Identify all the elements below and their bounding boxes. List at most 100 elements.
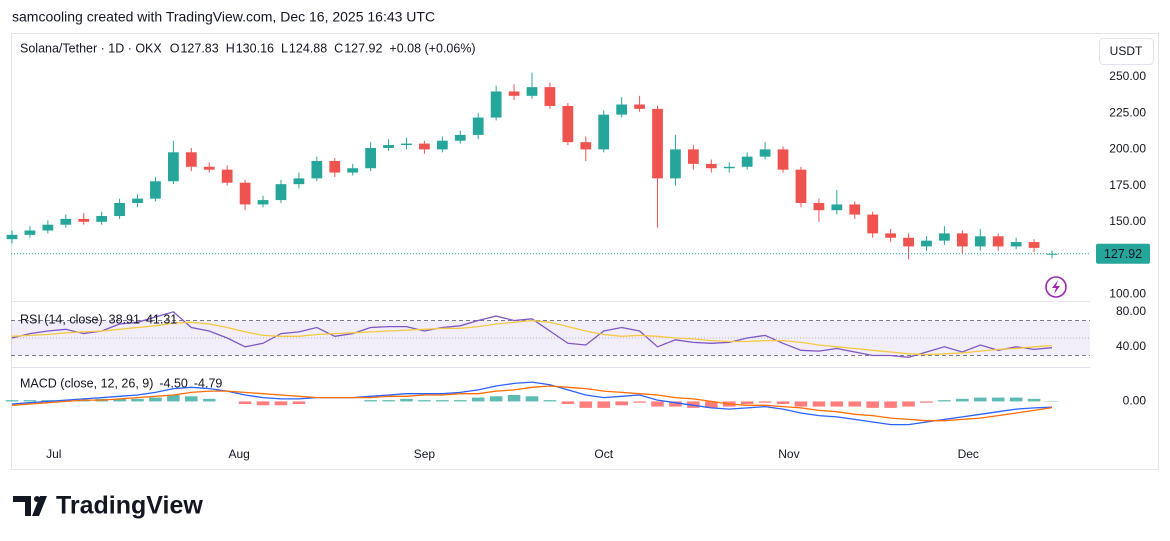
candle-body (813, 202, 825, 211)
histogram-bar (77, 400, 90, 402)
candle-body (670, 149, 681, 179)
histogram-bar (902, 401, 915, 407)
candle-body (96, 216, 108, 222)
candle-body (365, 147, 376, 169)
histogram-bar (238, 401, 252, 404)
candle-body (185, 152, 197, 167)
last-price-box (1096, 243, 1150, 264)
candle-body (472, 117, 484, 135)
histogram-bar (651, 401, 664, 407)
ohlc-label: C (334, 41, 343, 55)
candle-body (867, 214, 879, 234)
histogram-bar (615, 401, 628, 406)
histogram-bar (185, 396, 198, 402)
candle-body (383, 145, 394, 148)
histogram-bar (543, 400, 557, 402)
histogram-bar (418, 400, 431, 402)
candle-body (705, 163, 717, 169)
ohlc-value: 130.16 (236, 41, 274, 55)
histogram-bar (23, 400, 37, 402)
y-tick-label: 0.00 (1123, 394, 1147, 408)
candle-body (956, 233, 968, 247)
histogram-bar (525, 396, 539, 402)
histogram-bar (866, 401, 879, 408)
candle-body (616, 104, 628, 115)
candle-body (974, 236, 986, 247)
histogram-bar (274, 401, 288, 406)
histogram-bar (740, 401, 754, 404)
logo: TradingView (13, 492, 203, 520)
last-price-label: 127.92 (1104, 247, 1142, 261)
histogram-bar (974, 397, 987, 402)
legend-value: 38.91 (109, 312, 140, 326)
candle-body (723, 166, 735, 169)
candle-body (168, 152, 179, 182)
histogram-bar (920, 401, 933, 403)
y-tick-label: 100.00 (1109, 286, 1146, 300)
candle-body (903, 237, 914, 247)
histogram-bar (113, 398, 126, 402)
histogram-bar (1009, 397, 1023, 402)
legend-title: Solana/Tether · 1D · OKX (20, 41, 162, 55)
candle-body (419, 143, 430, 150)
candle-body (257, 200, 269, 205)
candle-body (1010, 242, 1022, 247)
candle-body (921, 240, 932, 247)
histogram-bar (579, 401, 593, 408)
ohlc-label: L (281, 41, 288, 55)
candle-body (454, 134, 466, 141)
candle-body (777, 149, 789, 170)
logo-mark (13, 496, 31, 516)
candle-body (239, 182, 251, 205)
y-tick-label: 150.00 (1109, 214, 1146, 228)
candle-body (401, 143, 412, 146)
change-label: +0.08 (+0.06%) (389, 41, 475, 55)
histogram-bar (991, 397, 1005, 402)
histogram-bar (364, 400, 377, 402)
y-tick-label: 175.00 (1109, 178, 1146, 192)
histogram-bar (131, 398, 144, 402)
histogram-bar (167, 395, 180, 402)
legend-title: RSI (14, close) (20, 312, 103, 326)
candle-body (42, 224, 54, 231)
x-tick-label: Aug (229, 447, 250, 461)
x-tick-label: Jul (46, 447, 61, 461)
histogram-bar (830, 401, 844, 407)
candle-body (436, 140, 448, 150)
histogram-bar (149, 397, 162, 402)
legend-value: 41.31 (146, 312, 177, 326)
histogram-bar (884, 401, 897, 408)
histogram-bar (776, 401, 790, 404)
histogram-bar (633, 401, 646, 403)
chart-frame (11, 33, 1159, 470)
histogram-bar (489, 396, 503, 402)
histogram-bar (938, 400, 951, 402)
legend-title: MACD (close, 12, 26, 9) (20, 376, 153, 390)
histogram-bar (597, 401, 610, 408)
candle-body (203, 166, 215, 170)
candle-body (150, 181, 161, 199)
alert-icon[interactable] (1045, 276, 1067, 298)
candle-body (544, 87, 556, 106)
candle-body (311, 160, 323, 179)
candle-body (939, 233, 950, 241)
currency-button[interactable] (1099, 38, 1154, 65)
candle-body (1028, 242, 1040, 248)
candle-body (741, 156, 753, 167)
x-tick-label: Sep (414, 447, 436, 461)
ohlc-label: O (170, 41, 180, 55)
candle-body (580, 142, 592, 150)
x-tick-label: Oct (594, 447, 613, 461)
series-line (11, 381, 1053, 426)
candle-body (60, 218, 72, 225)
histogram-bar (848, 401, 862, 407)
ohlc-label: H (226, 41, 235, 55)
candle-body (221, 169, 233, 183)
candle-body (992, 236, 1004, 247)
candle-body (114, 202, 125, 217)
ohlc-value: 127.92 (344, 41, 382, 55)
legend-value: -4.50 (159, 376, 188, 390)
histogram-bar (794, 401, 808, 407)
candle-body (652, 108, 663, 179)
alert-circle (1045, 276, 1067, 298)
